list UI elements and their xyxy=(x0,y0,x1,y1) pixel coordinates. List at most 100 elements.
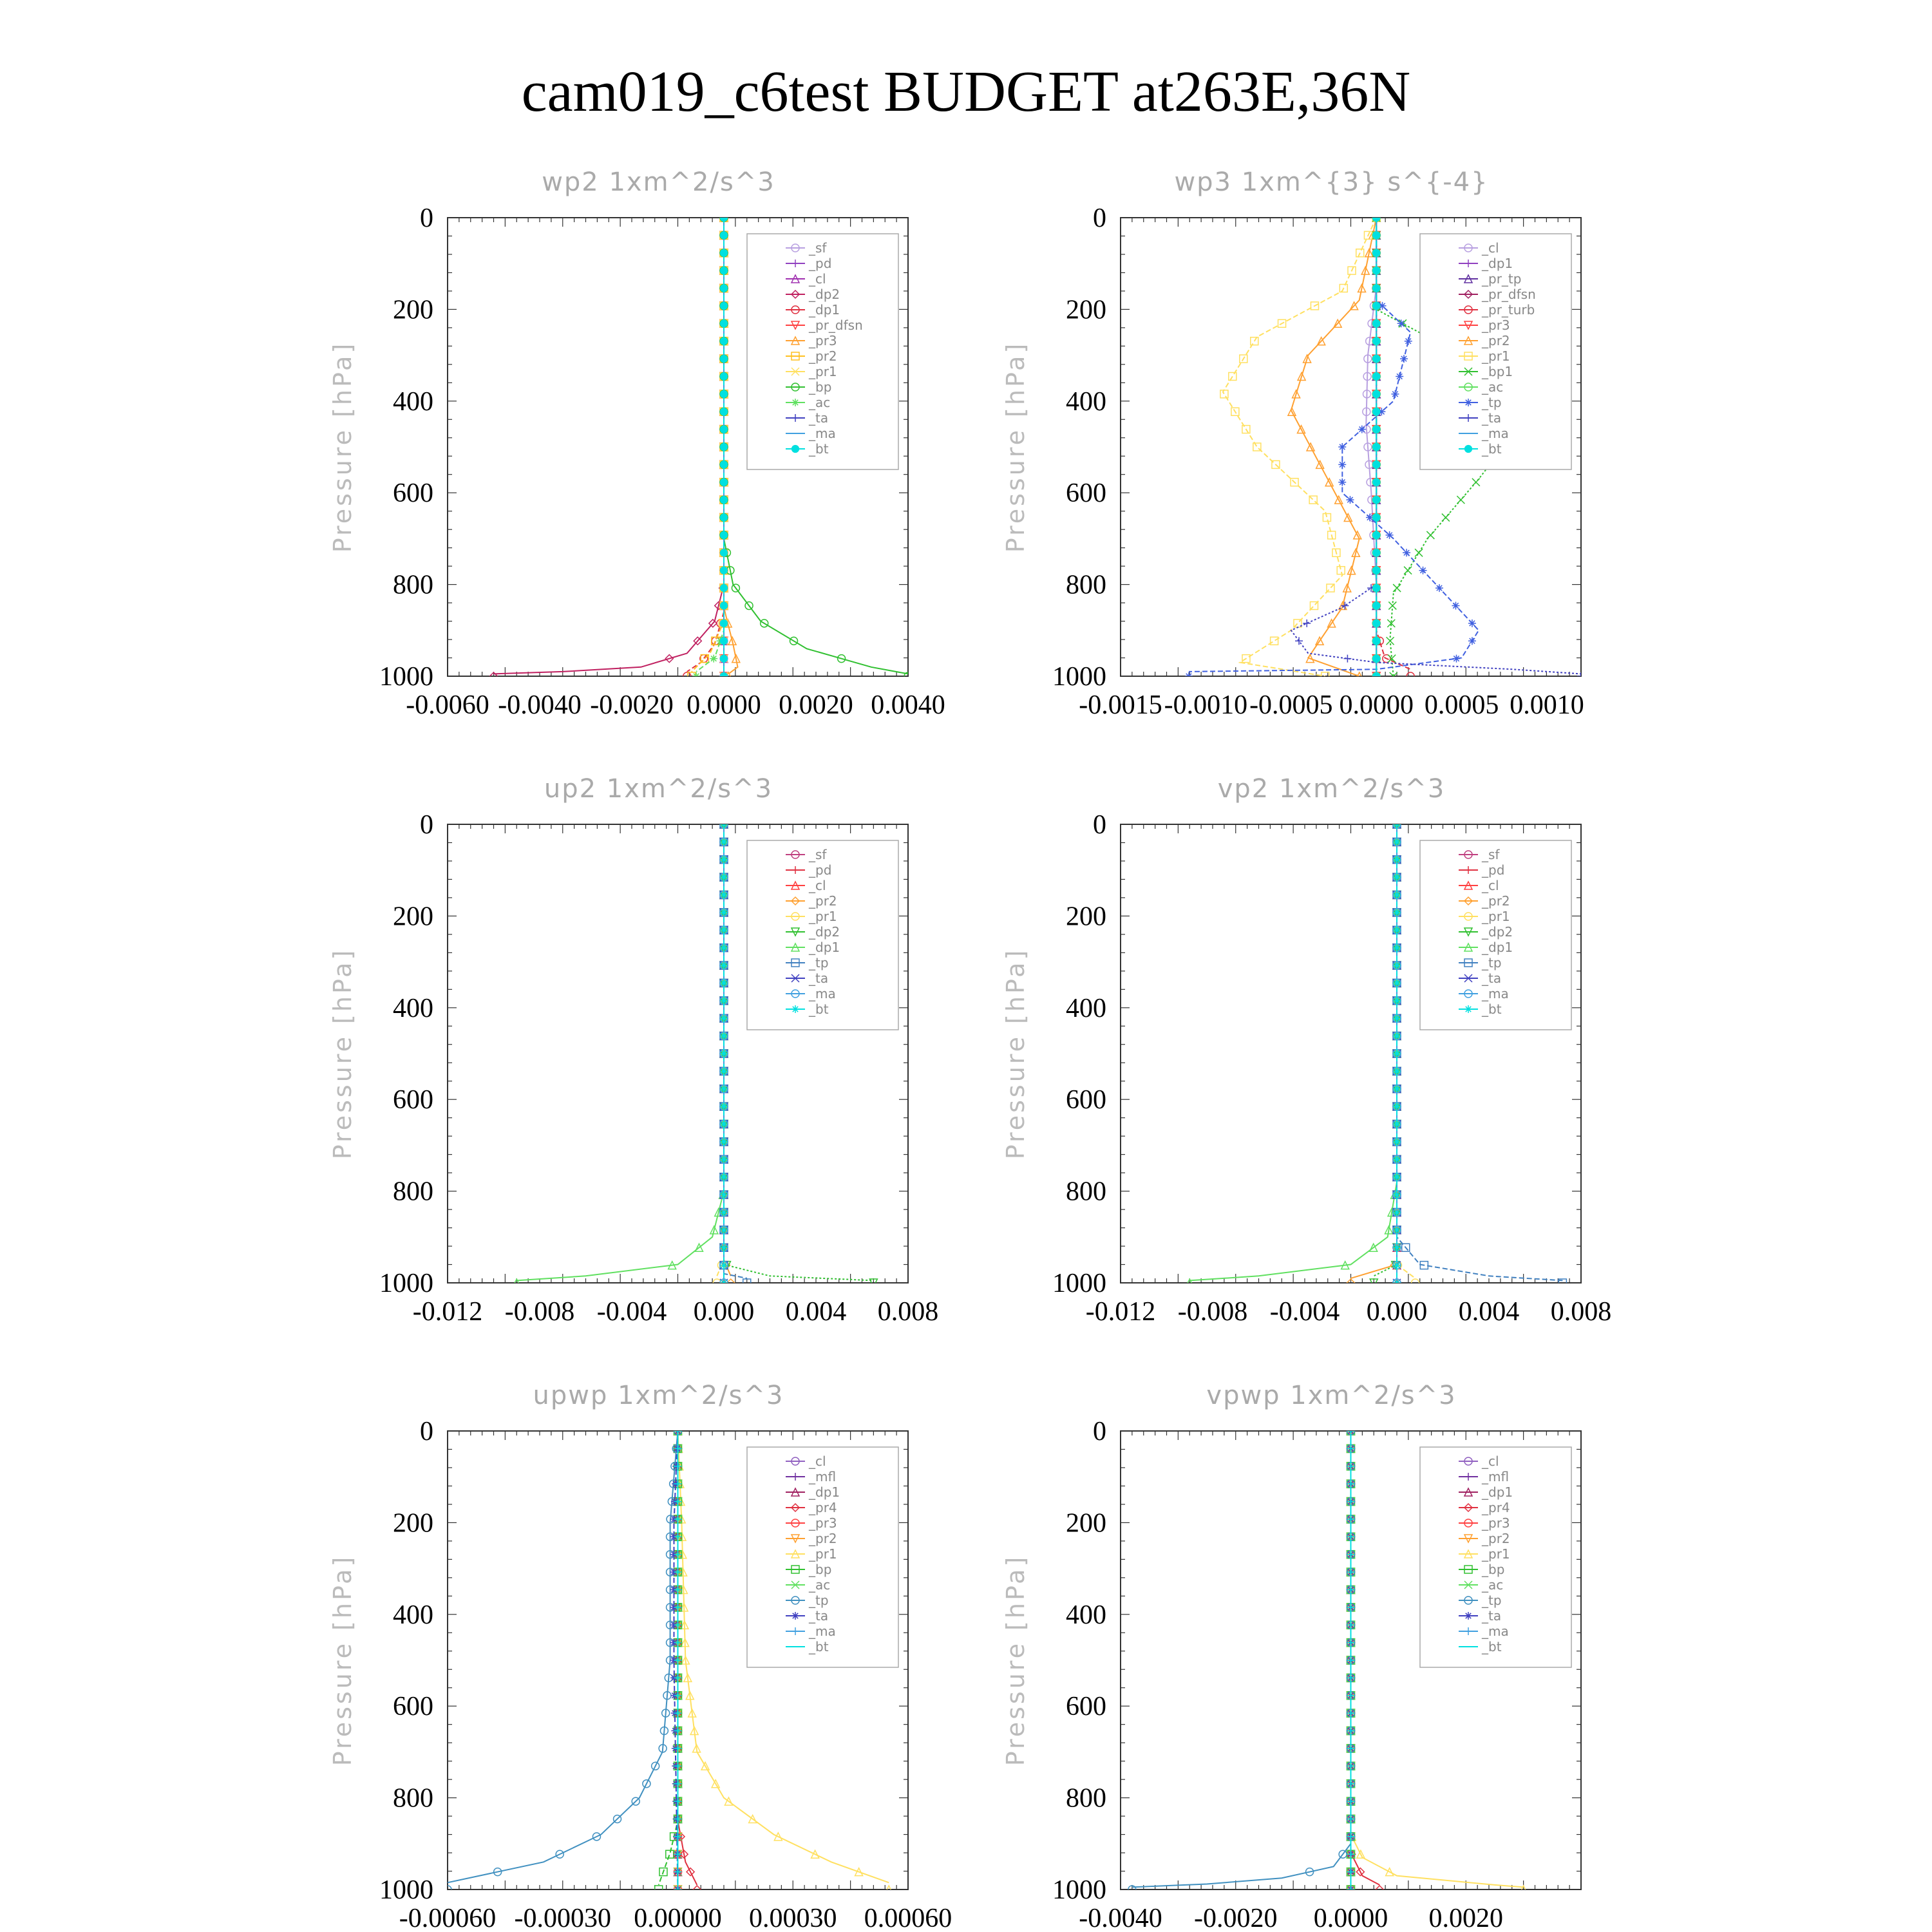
legend-item: _cl xyxy=(1459,240,1499,256)
data-point xyxy=(1393,926,1401,934)
legend-marker xyxy=(790,880,800,890)
legend-label: _ma xyxy=(808,426,836,441)
data-point xyxy=(1393,1014,1401,1023)
data-point xyxy=(700,1761,710,1771)
data-point xyxy=(1452,654,1461,663)
data-point xyxy=(1393,1244,1401,1252)
legend-box xyxy=(746,1446,899,1668)
series-group xyxy=(514,824,878,1283)
series-markers-dp1 xyxy=(1187,824,1402,1283)
data-point xyxy=(693,636,703,646)
legend-item: _ma xyxy=(1459,1624,1509,1639)
data-point xyxy=(654,1885,663,1889)
data-point xyxy=(708,618,717,628)
legend-item: _ma xyxy=(1459,986,1509,1001)
legend: _sf_pd_cl_pr2_pr1_dp2_dp1_tp_ta_ma_bt xyxy=(746,840,899,1030)
data-point xyxy=(727,636,737,645)
data-point xyxy=(1385,531,1394,539)
x-tick-label: -0.0020 xyxy=(590,690,674,720)
legend-marker xyxy=(1464,414,1472,422)
data-point xyxy=(720,1137,728,1146)
data-point xyxy=(1372,478,1381,486)
series-group xyxy=(1128,1431,1526,1889)
x-tick-label: -0.0040 xyxy=(498,690,582,720)
legend-item: _dp1 xyxy=(786,940,840,955)
legend-label: _sf xyxy=(808,847,827,862)
figure-title: cam019_c6test BUDGET at263E,36N xyxy=(522,60,1411,124)
legend-label: _dp2 xyxy=(808,924,840,940)
data-point xyxy=(1296,424,1306,434)
legend-marker xyxy=(1464,1519,1473,1528)
legend-item: _pr3 xyxy=(1459,1515,1510,1531)
data-point xyxy=(1375,1884,1385,1889)
series-group xyxy=(448,1431,892,1889)
legend-item: _pr_dfsn xyxy=(786,317,863,333)
legend-marker xyxy=(791,958,800,967)
data-point xyxy=(1332,548,1341,558)
x-tick-label: 0.00030 xyxy=(749,1904,837,1932)
y-tick-label: 800 xyxy=(1066,571,1106,600)
data-point xyxy=(719,566,728,574)
legend-marker xyxy=(1464,260,1472,267)
data-point xyxy=(854,1866,864,1877)
data-point xyxy=(1393,838,1401,846)
data-point xyxy=(1382,654,1391,663)
data-point xyxy=(719,531,728,540)
data-point xyxy=(1372,566,1381,574)
legend-marker xyxy=(1463,927,1473,937)
y-tick-label: 600 xyxy=(1066,478,1106,508)
series-markers-dp2 xyxy=(489,218,729,676)
data-point xyxy=(719,460,728,469)
panel-title: upwp 1xm^2/s^3 xyxy=(533,1381,784,1410)
legend-item: _pr1 xyxy=(1459,348,1510,364)
series-group xyxy=(1187,824,1567,1283)
data-point xyxy=(1369,1278,1379,1283)
legend-label: _pr3 xyxy=(1481,1515,1510,1531)
data-point xyxy=(719,390,728,398)
data-point xyxy=(1347,266,1356,275)
legend-label: _bt xyxy=(1481,1001,1502,1017)
legend-label: _cl xyxy=(808,878,826,893)
legend-marker xyxy=(791,912,800,921)
legend-box xyxy=(1419,1446,1572,1668)
legend-item: _dp1 xyxy=(1459,1484,1513,1500)
data-point xyxy=(720,926,728,934)
data-point xyxy=(731,583,741,592)
legend-label: _pr_dfsn xyxy=(1481,287,1536,302)
y-tick-label: 200 xyxy=(393,1508,433,1538)
x-tick-label: -0.0060 xyxy=(406,690,489,720)
series-line-dp1 xyxy=(1189,824,1397,1282)
data-point xyxy=(1387,619,1396,628)
data-point xyxy=(1295,637,1303,645)
legend-item: _pr3 xyxy=(786,1515,837,1531)
legend-item: _dp1 xyxy=(786,1484,840,1500)
y-tick-label: 800 xyxy=(393,1784,433,1814)
legend-item: _mfl xyxy=(1459,1469,1509,1484)
data-point xyxy=(681,1655,690,1665)
data-point xyxy=(720,1103,728,1111)
data-point xyxy=(1349,301,1359,310)
legend-marker xyxy=(791,383,800,392)
data-point xyxy=(1363,372,1372,381)
data-point xyxy=(1393,979,1401,987)
legend-item: _pr2 xyxy=(1459,893,1510,909)
data-point xyxy=(631,1797,640,1806)
legend-label: _ma xyxy=(1481,426,1509,441)
legend-marker xyxy=(790,1549,800,1558)
data-point xyxy=(1356,1867,1365,1877)
data-point xyxy=(1372,319,1381,328)
data-point xyxy=(1372,496,1381,504)
legend-label: _cl xyxy=(1481,1454,1499,1469)
x-tick-label: 0.008 xyxy=(1551,1297,1612,1327)
legend-item: _sf xyxy=(786,240,827,256)
data-point xyxy=(744,601,753,611)
data-point xyxy=(1419,566,1427,574)
data-point xyxy=(694,1242,704,1252)
data-point xyxy=(869,1278,878,1283)
panel-wp3: wp3 1xm^{3} s^{-4} Pressure [hPa] 0 200 400 6… xyxy=(1001,167,1584,720)
data-point xyxy=(1362,407,1371,416)
legend-item: _cl xyxy=(786,878,826,893)
data-point xyxy=(1253,442,1262,451)
data-point xyxy=(683,1672,693,1683)
legend-marker xyxy=(790,336,800,345)
